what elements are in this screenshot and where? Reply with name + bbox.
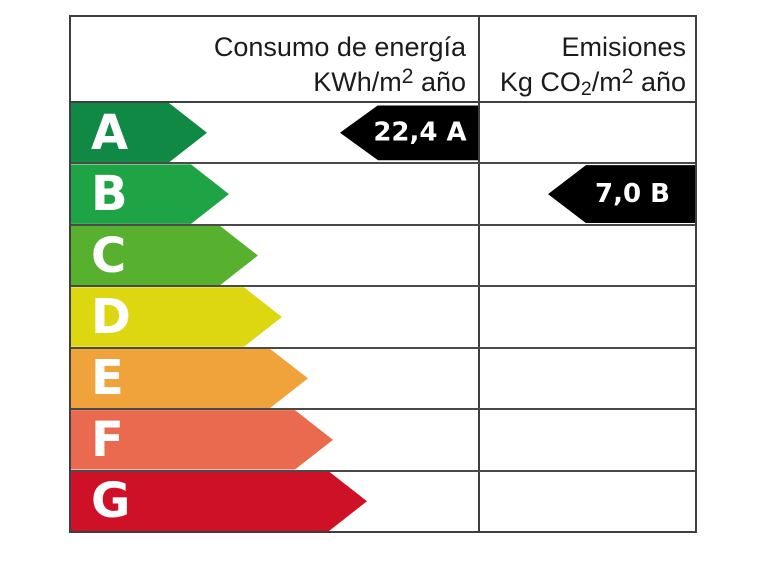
emissions-value-arrow: 7,0 B <box>548 165 695 224</box>
row-f-consumption-cell: F <box>71 410 480 470</box>
row-a-emissions-cell <box>480 103 695 162</box>
row-b-consumption-cell: B <box>71 164 480 224</box>
rating-bar-d: D <box>71 287 282 346</box>
rating-row-d: D <box>71 285 695 347</box>
rating-bar-g: G <box>71 472 367 531</box>
row-g-emissions-cell <box>480 472 695 531</box>
emissions-value-label: 7,0 B <box>595 179 670 210</box>
emissions-title: Emisiones <box>561 32 686 62</box>
row-e-emissions-cell <box>480 349 695 408</box>
rating-row-c: C <box>71 223 695 286</box>
rating-row-a: A 22,4 A <box>71 103 695 163</box>
row-a-consumption-cell: A 22,4 A <box>71 103 480 163</box>
row-d-consumption-cell: D <box>71 287 480 347</box>
rating-letter-c: C <box>91 227 127 284</box>
rating-letter-e: E <box>91 350 124 407</box>
row-f-emissions-cell <box>480 410 695 469</box>
rating-row-e: E <box>71 346 695 409</box>
rating-row-g: G <box>71 469 695 531</box>
consumption-title: Consumo de energía <box>213 32 466 62</box>
rating-letter-a: A <box>91 104 129 161</box>
row-b-emissions-cell: 7,0 B <box>480 164 695 224</box>
rating-letter-d: D <box>91 288 131 345</box>
rating-bar-e: E <box>71 349 308 408</box>
consumption-value-arrow: 22,4 A <box>340 105 478 161</box>
emissions-unit: Kg CO2/m2 año <box>499 65 686 101</box>
table-header: Consumo de energía KWh/m2 año Emisiones … <box>71 17 695 103</box>
rating-bar-c: C <box>71 226 258 285</box>
rating-bar-b: B <box>71 164 229 223</box>
rating-letter-b: B <box>91 166 128 223</box>
column-header-consumption: Consumo de energía KWh/m2 año <box>71 17 480 101</box>
column-header-emissions: Emisiones Kg CO2/m2 año <box>480 17 695 101</box>
rating-row-f: F <box>71 408 695 470</box>
rating-table: Consumo de energía KWh/m2 año Emisiones … <box>69 15 697 533</box>
rating-bar-f: F <box>71 410 333 469</box>
rating-letter-f: F <box>91 411 124 468</box>
rating-rows: A 22,4 A B 7,0 B <box>71 103 695 531</box>
row-c-consumption-cell: C <box>71 225 480 286</box>
rating-bar-a: A <box>71 103 207 162</box>
row-g-consumption-cell: G <box>71 471 480 531</box>
row-c-emissions-cell <box>480 226 695 285</box>
rating-row-b: B 7,0 B <box>71 162 695 224</box>
row-e-consumption-cell: E <box>71 348 480 409</box>
consumption-unit: KWh/m2 año <box>313 65 466 97</box>
consumption-value-label: 22,4 A <box>373 117 467 148</box>
row-d-emissions-cell <box>480 287 695 346</box>
rating-letter-g: G <box>91 473 131 530</box>
